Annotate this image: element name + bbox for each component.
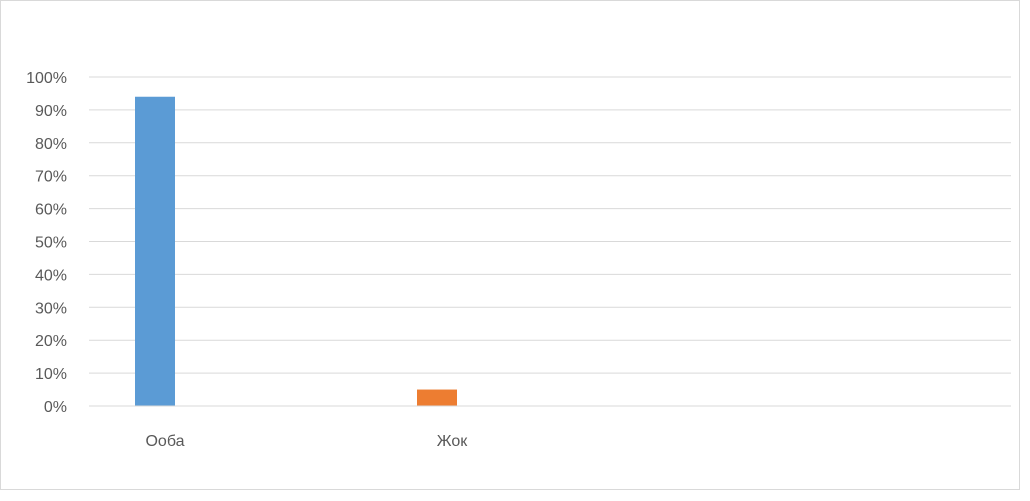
- chart-frame: 0% 10% 20% 30% 40% 50% 60% 70% 80% 90% 100% Ооба Жо…: [0, 0, 1020, 490]
- y-tick-label: 60%: [35, 202, 67, 219]
- gridlines: [89, 76, 1011, 374]
- y-tick-label: 30%: [35, 300, 67, 317]
- y-tick-label: 90%: [35, 103, 67, 120]
- category-label-2: Жок: [437, 433, 468, 450]
- y-tick-label: 80%: [35, 136, 67, 153]
- category-label-1: Ооба: [145, 433, 184, 450]
- y-tick-label: 50%: [35, 235, 67, 252]
- bars: [135, 96, 457, 407]
- y-tick-label: 0%: [44, 399, 67, 416]
- y-tick-label: 100%: [26, 70, 67, 87]
- y-tick-label: 20%: [35, 333, 67, 350]
- y-tick-label: 70%: [35, 169, 67, 186]
- bar-2: [417, 389, 457, 406]
- y-axis-tick-labels: 0% 10% 20% 30% 40% 50% 60% 70% 80% 90% 100%: [26, 70, 67, 416]
- y-tick-label: 40%: [35, 267, 67, 284]
- x-axis-category-labels: Ооба Жок: [145, 433, 468, 450]
- bar-1: [135, 96, 175, 407]
- y-tick-label: 10%: [35, 366, 67, 383]
